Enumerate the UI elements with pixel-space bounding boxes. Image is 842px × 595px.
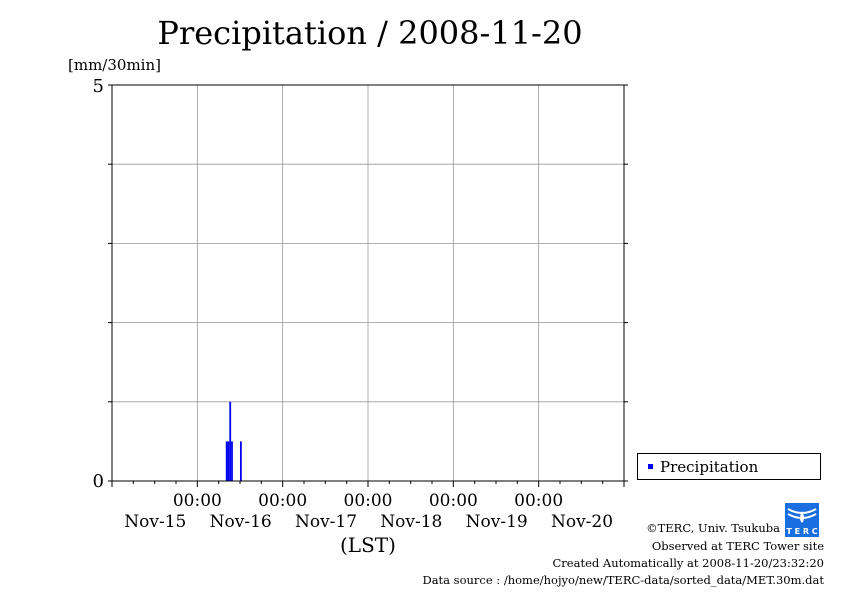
y-tick-label: 0 — [93, 471, 104, 492]
created-timestamp: Created Automatically at 2008-11-20/23:3… — [552, 556, 825, 570]
legend: Precipitation — [637, 453, 821, 480]
precipitation-bar — [240, 441, 242, 481]
x-tick-date: Nov-19 — [466, 512, 528, 532]
x-tick-date: Nov-16 — [210, 512, 272, 532]
copyright: ©TERC, Univ. Tsukuba — [646, 521, 780, 535]
data-source: Data source : /home/hojyo/new/TERC-data/… — [422, 573, 824, 587]
x-tick-time: 00:00 — [258, 491, 307, 511]
precipitation-bar — [229, 401, 232, 481]
x-tick-time: 00:00 — [429, 491, 478, 511]
x-tick-time: 00:00 — [514, 491, 563, 511]
x-tick-date: Nov-17 — [295, 512, 357, 532]
precipitation-bar — [231, 441, 233, 481]
x-tick-date: Nov-15 — [124, 512, 186, 532]
x-tick-time: 00:00 — [344, 491, 393, 511]
legend-swatch — [648, 464, 653, 469]
precipitation-bar — [225, 441, 228, 481]
x-tick-date: Nov-18 — [380, 512, 442, 532]
legend-label: Precipitation — [660, 458, 759, 476]
y-tick-label: 5 — [93, 76, 104, 97]
terc-logo: T E R C — [785, 503, 819, 537]
y-axis-unit: [mm/30min] — [68, 56, 161, 74]
x-axis-label: (LST) — [340, 533, 396, 557]
precipitation-bar — [227, 441, 230, 481]
x-tick-time: 00:00 — [173, 491, 222, 511]
observed-site: Observed at TERC Tower site — [651, 539, 824, 553]
svg-text:T E R C: T E R C — [786, 527, 817, 536]
chart-title: Precipitation / 2008-11-20 — [157, 14, 583, 52]
x-tick-date: Nov-20 — [551, 512, 613, 532]
